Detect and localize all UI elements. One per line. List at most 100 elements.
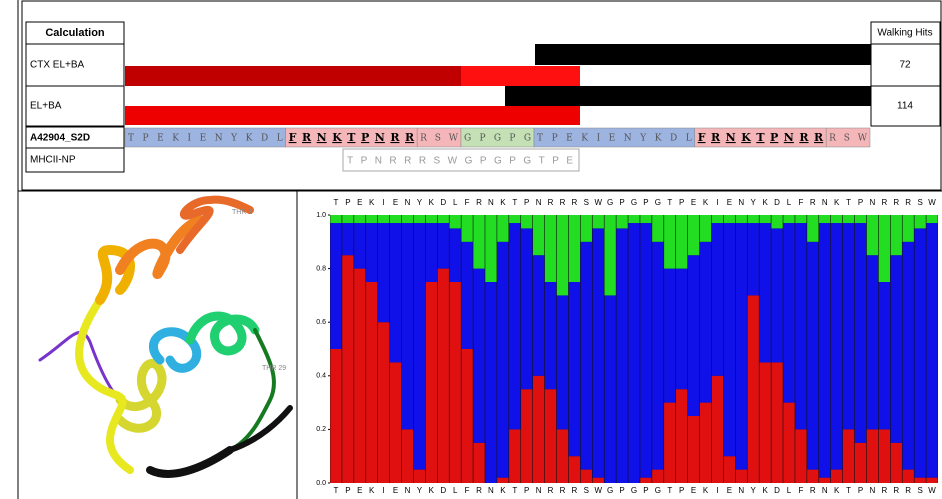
bar-segment [926, 478, 937, 483]
x-tick-label: G [655, 198, 661, 207]
x-tick-label: N [738, 198, 744, 207]
x-tick-label: R [893, 198, 899, 207]
bar-segment [748, 295, 759, 483]
bar-segment [831, 223, 842, 470]
bar-segment [390, 362, 401, 483]
bar-segment [867, 215, 878, 255]
row-label: CTX EL+BA [30, 60, 85, 71]
bar-segment [664, 215, 675, 269]
x-tick-label: P [619, 198, 624, 207]
bar-segment [378, 215, 389, 223]
header-label: Calculation [45, 27, 105, 39]
x-tick-label: P [858, 486, 863, 495]
bar-segment [664, 403, 675, 483]
bar-segment [867, 429, 878, 483]
x-tick-label: K [834, 198, 840, 207]
bar-segment [533, 255, 544, 376]
sequence-text: FRNKTPNRR [698, 131, 824, 144]
y-tick-label: 0.8 [316, 265, 326, 272]
bar-segment [807, 470, 818, 483]
bar-segment [521, 215, 532, 228]
x-tick-label: D [774, 486, 780, 495]
bar-segment [759, 362, 770, 483]
bar-segment [867, 255, 878, 429]
bar-segment [724, 223, 735, 456]
bar-segment [485, 215, 496, 282]
bar-segment [676, 389, 687, 483]
bar-segment [342, 223, 353, 255]
x-tick-label: G [631, 486, 637, 495]
bar-segment [628, 223, 639, 483]
bar-segment [521, 389, 532, 483]
bar-segment [807, 215, 818, 242]
bar-segment [593, 228, 604, 477]
x-tick-label: K [703, 486, 709, 495]
x-tick-label: E [727, 198, 732, 207]
x-tick-label: R [810, 198, 816, 207]
x-tick-label: K [703, 198, 709, 207]
x-tick-label: R [548, 198, 554, 207]
x-tick-label: T [512, 486, 517, 495]
coverage-bar [461, 66, 580, 86]
bar-segment [378, 322, 389, 483]
x-tick-label: Y [417, 198, 423, 207]
x-tick-label: L [453, 486, 458, 495]
x-tick-label: K [834, 486, 840, 495]
bar-segment [652, 470, 663, 483]
bar-segment [616, 228, 627, 483]
header-hits: Walking Hits [877, 28, 932, 39]
x-tick-label: P [858, 198, 863, 207]
x-tick-label: T [334, 486, 339, 495]
x-tick-label: E [393, 198, 398, 207]
bar-segment [545, 282, 556, 389]
bar-segment [664, 269, 675, 403]
sequence-text: RSW [829, 134, 868, 144]
coverage-bar [505, 86, 871, 106]
x-tick-label: I [716, 486, 718, 495]
bar-segment [461, 215, 472, 242]
bar-segment [736, 215, 747, 223]
x-tick-label: P [679, 198, 684, 207]
bar-segment [855, 215, 866, 223]
x-tick-label: S [584, 198, 589, 207]
x-tick-label: R [572, 198, 578, 207]
bar-segment [461, 242, 472, 349]
bar-segment [557, 295, 568, 429]
coverage-bar [125, 106, 580, 125]
protein-structure [40, 200, 290, 474]
peptide-label: MHCII-NP [30, 155, 76, 166]
x-tick-label: P [524, 486, 529, 495]
bar-segment [557, 215, 568, 295]
bar-segment [712, 223, 723, 376]
x-tick-label: N [822, 198, 828, 207]
x-tick-label: R [476, 486, 482, 495]
bar-segment [640, 215, 651, 223]
row-label: EL+BA [30, 101, 62, 112]
bar-segment [366, 282, 377, 483]
x-tick-label: N [870, 486, 876, 495]
x-tick-label: T [667, 198, 672, 207]
bar-segment [676, 269, 687, 390]
bar-segment [891, 215, 902, 255]
bar-segment [450, 282, 461, 483]
y-tick-label: 0.6 [316, 319, 326, 326]
bar-segment [354, 223, 365, 269]
bar-segment [390, 223, 401, 362]
x-tick-label: W [594, 486, 602, 495]
x-tick-label: R [810, 486, 816, 495]
x-tick-label: R [548, 486, 554, 495]
bar-segment [354, 269, 365, 483]
x-tick-label: W [594, 198, 602, 207]
bar-segment [640, 223, 651, 478]
bar-segment [759, 215, 770, 223]
coverage-bar [535, 44, 871, 65]
bar-segment [903, 242, 914, 470]
bar-segment [712, 215, 723, 223]
x-tick-label: I [716, 198, 718, 207]
bar-segment [616, 215, 627, 228]
x-tick-label: K [500, 198, 506, 207]
bar-segment [700, 242, 711, 403]
bar-segment [485, 282, 496, 483]
x-tick-label: N [870, 198, 876, 207]
bar-segment [569, 282, 580, 456]
